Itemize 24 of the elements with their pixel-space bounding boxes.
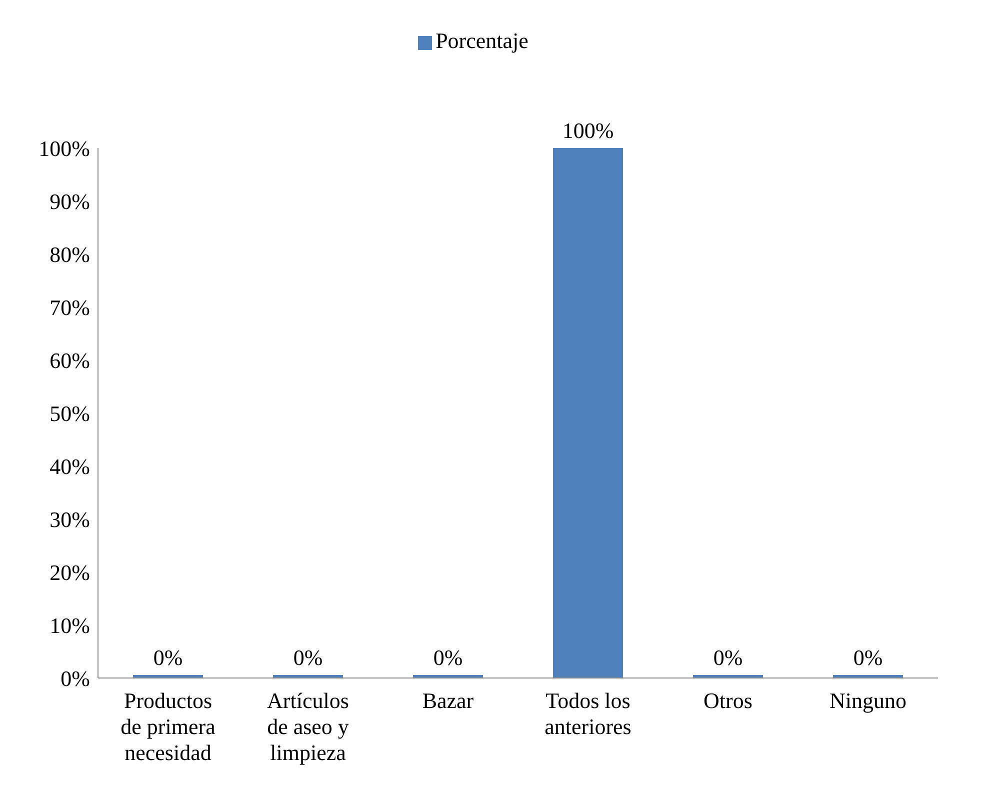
data-label: 0% <box>293 645 323 670</box>
x-tick-label: Artículos de aseo y limpieza <box>267 688 349 765</box>
y-tick-label: 100% <box>38 136 90 161</box>
data-label: 100% <box>562 118 614 143</box>
y-tick-label: 90% <box>50 188 90 214</box>
data-label: 0% <box>153 645 183 670</box>
x-tick-label: Bazar <box>422 688 474 713</box>
data-label: 0% <box>853 645 883 670</box>
y-tick-label: 80% <box>50 242 90 267</box>
y-tick-label: 30% <box>50 506 90 532</box>
data-label: 0% <box>713 645 743 670</box>
y-tick-label: 0% <box>60 666 90 691</box>
y-tick-label: 10% <box>50 612 90 638</box>
x-tick-label: Productos de primera necesidad <box>120 688 216 765</box>
x-tick-label: Otros <box>704 688 752 713</box>
y-tick-label: 50% <box>50 400 90 426</box>
y-tick-label: 20% <box>50 560 90 585</box>
data-label: 0% <box>433 645 463 670</box>
x-tick-label: Todos los anteriores <box>544 688 632 739</box>
y-tick-label: 70% <box>50 294 90 320</box>
x-tick-label: Ninguno <box>830 688 906 713</box>
y-tick-label: 60% <box>50 348 90 373</box>
y-tick-label: 40% <box>50 454 90 479</box>
legend-label: Porcentaje <box>436 28 528 53</box>
